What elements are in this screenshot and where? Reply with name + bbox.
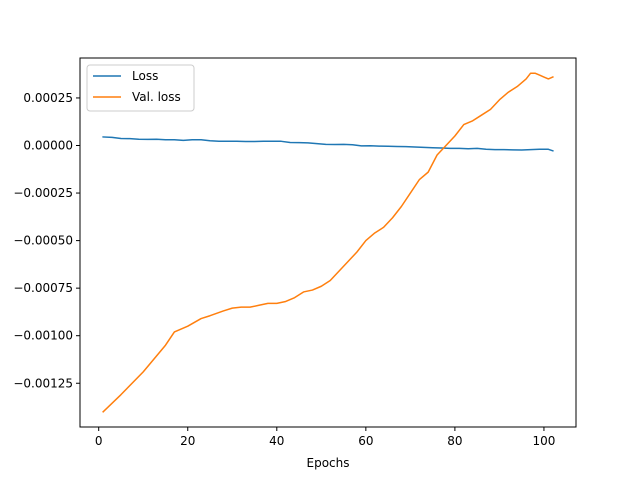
x-tick-label: 40 — [269, 434, 284, 448]
plot-frame — [79, 57, 577, 428]
series-line-val-loss — [102, 72, 554, 413]
y-tick-label: −0.00100 — [13, 329, 73, 343]
x-axis: 0 20 40 60 80 100 — [95, 427, 555, 448]
plot-area — [79, 57, 577, 428]
y-tick-label: −0.00125 — [13, 376, 73, 390]
y-tick-label: −0.00050 — [13, 234, 73, 248]
x-tick-label: 20 — [180, 434, 195, 448]
x-tick-label: 80 — [447, 434, 462, 448]
y-tick-label: −0.00025 — [13, 186, 73, 200]
y-axis: 0.00025 0.00000 −0.00025 −0.00050 −0.00075 −0… — [13, 91, 80, 390]
legend-label-loss: Loss — [132, 69, 158, 83]
x-tick-label: 100 — [532, 434, 555, 448]
y-tick-label: 0.00000 — [23, 138, 73, 152]
legend: Loss Val. loss — [86, 64, 195, 112]
y-tick-label: 0.00025 — [23, 91, 73, 105]
x-tick-label: 0 — [95, 434, 103, 448]
series-line-loss — [102, 136, 554, 152]
y-tick-label: −0.00075 — [13, 281, 73, 295]
series-layer — [102, 72, 554, 413]
x-tick-label: 60 — [358, 434, 373, 448]
x-axis-label: Epochs — [307, 456, 350, 470]
legend-label-val-loss: Val. loss — [132, 90, 181, 104]
